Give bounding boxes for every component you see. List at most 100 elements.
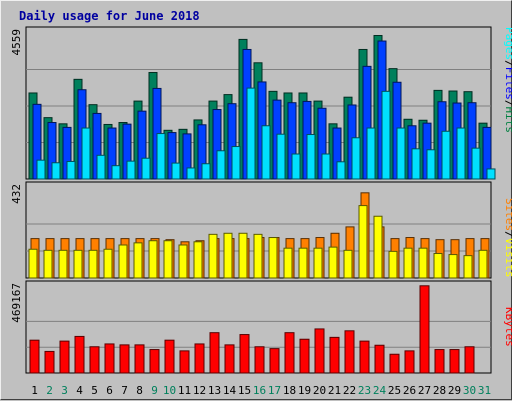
panel-sites-visits: 432 bbox=[10, 181, 492, 279]
bar-pages bbox=[66, 160, 76, 180]
bar-visits bbox=[268, 237, 278, 279]
legend-entry: Visits bbox=[503, 238, 512, 278]
x-tick-label: 27 bbox=[418, 384, 431, 397]
bar-pages bbox=[336, 161, 346, 180]
bar-kbytes bbox=[314, 328, 325, 374]
y-max-label-kbytes: 469167 bbox=[10, 283, 23, 323]
bar-visits bbox=[73, 249, 83, 279]
bar-kbytes bbox=[269, 348, 280, 374]
x-tick-label: 8 bbox=[136, 384, 143, 397]
bar-pages bbox=[216, 150, 226, 180]
bar-kbytes bbox=[209, 332, 220, 374]
x-tick-label: 28 bbox=[433, 384, 446, 397]
chart-title: Daily usage for June 2018 bbox=[19, 9, 200, 23]
legend-entry: Pages bbox=[503, 27, 512, 60]
bar-pages bbox=[81, 127, 91, 180]
bar-visits bbox=[28, 248, 38, 279]
bar-pages bbox=[96, 154, 106, 180]
x-tick-label: 6 bbox=[106, 384, 113, 397]
bar-kbytes bbox=[59, 340, 70, 374]
bar-pages bbox=[51, 162, 61, 180]
x-tick-label: 23 bbox=[358, 384, 371, 397]
bar-visits bbox=[253, 233, 263, 279]
bar-visits bbox=[148, 240, 158, 279]
bar-kbytes bbox=[344, 330, 355, 374]
bar-kbytes bbox=[389, 353, 400, 374]
bar-kbytes bbox=[449, 349, 460, 374]
bar-pages bbox=[111, 165, 121, 180]
x-tick-label: 16 bbox=[253, 384, 266, 397]
x-tick-label: 22 bbox=[343, 384, 356, 397]
legend-label-bot: KBytes bbox=[503, 307, 512, 347]
bar-pages bbox=[261, 125, 271, 180]
bar-visits bbox=[298, 247, 308, 279]
x-tick-label: 30 bbox=[463, 384, 476, 397]
bar-visits bbox=[283, 247, 293, 279]
bar-kbytes bbox=[419, 285, 430, 374]
bar-visits bbox=[403, 247, 413, 279]
bar-visits bbox=[358, 205, 368, 279]
bar-visits bbox=[43, 249, 53, 279]
bar-pages bbox=[306, 134, 316, 180]
bar-kbytes bbox=[239, 334, 250, 374]
legend-label-mid: Sites/Visits bbox=[503, 198, 512, 278]
bar-kbytes bbox=[224, 344, 235, 374]
bar-pages bbox=[486, 168, 496, 180]
bar-kbytes bbox=[404, 350, 415, 374]
bar-visits bbox=[373, 215, 383, 279]
legend-entry: / bbox=[503, 231, 512, 238]
bar-kbytes bbox=[164, 339, 175, 374]
x-tick-label: 10 bbox=[163, 384, 176, 397]
bar-visits bbox=[133, 242, 143, 279]
bar-kbytes bbox=[149, 349, 160, 374]
bar-visits bbox=[343, 249, 353, 279]
bar-kbytes bbox=[254, 346, 265, 374]
x-tick-label: 29 bbox=[448, 384, 461, 397]
x-tick-label: 15 bbox=[238, 384, 251, 397]
bar-pages bbox=[381, 90, 391, 180]
bar-visits bbox=[448, 254, 458, 279]
x-tick-label: 24 bbox=[373, 384, 387, 397]
legend-entry: / bbox=[503, 100, 512, 107]
bar-visits bbox=[118, 244, 128, 279]
bar-pages bbox=[171, 162, 181, 180]
legend-entry: Hits bbox=[503, 107, 512, 134]
bar-pages bbox=[291, 153, 301, 180]
x-tick-label: 1 bbox=[31, 384, 38, 397]
bar-visits bbox=[88, 249, 98, 279]
bar-kbytes bbox=[134, 344, 145, 374]
x-tick-label: 21 bbox=[328, 384, 341, 397]
x-tick-label: 31 bbox=[478, 384, 491, 397]
bar-visits bbox=[193, 241, 203, 279]
bar-kbytes bbox=[284, 332, 295, 374]
bar-kbytes bbox=[179, 350, 190, 374]
bar-visits bbox=[388, 250, 398, 279]
x-tick-label: 25 bbox=[388, 384, 401, 397]
x-tick-label: 17 bbox=[268, 384, 281, 397]
bar-visits bbox=[328, 246, 338, 279]
bar-pages bbox=[351, 137, 361, 180]
legend-entry: Files bbox=[503, 67, 512, 100]
bar-pages bbox=[321, 153, 331, 180]
bar-pages bbox=[396, 127, 406, 180]
x-tick-label: 7 bbox=[121, 384, 128, 397]
bar-pages bbox=[201, 163, 211, 180]
bar-visits bbox=[463, 255, 473, 279]
legend-entry: KBytes bbox=[503, 307, 512, 347]
bar-visits bbox=[478, 249, 488, 279]
legend-label-top: Pages/Files/Hits bbox=[503, 27, 512, 133]
bar-visits bbox=[58, 249, 68, 279]
bar-visits bbox=[433, 253, 443, 279]
bar-kbytes bbox=[329, 336, 340, 374]
bar-visits bbox=[208, 233, 218, 279]
bar-pages bbox=[231, 146, 241, 180]
bar-pages bbox=[411, 148, 421, 180]
x-tick-label: 13 bbox=[208, 384, 221, 397]
bar-pages bbox=[186, 167, 196, 180]
legend-entry: / bbox=[503, 60, 512, 67]
bar-kbytes bbox=[434, 349, 445, 374]
bar-visits bbox=[313, 247, 323, 279]
panel-kbytes: 469167 bbox=[10, 280, 492, 374]
